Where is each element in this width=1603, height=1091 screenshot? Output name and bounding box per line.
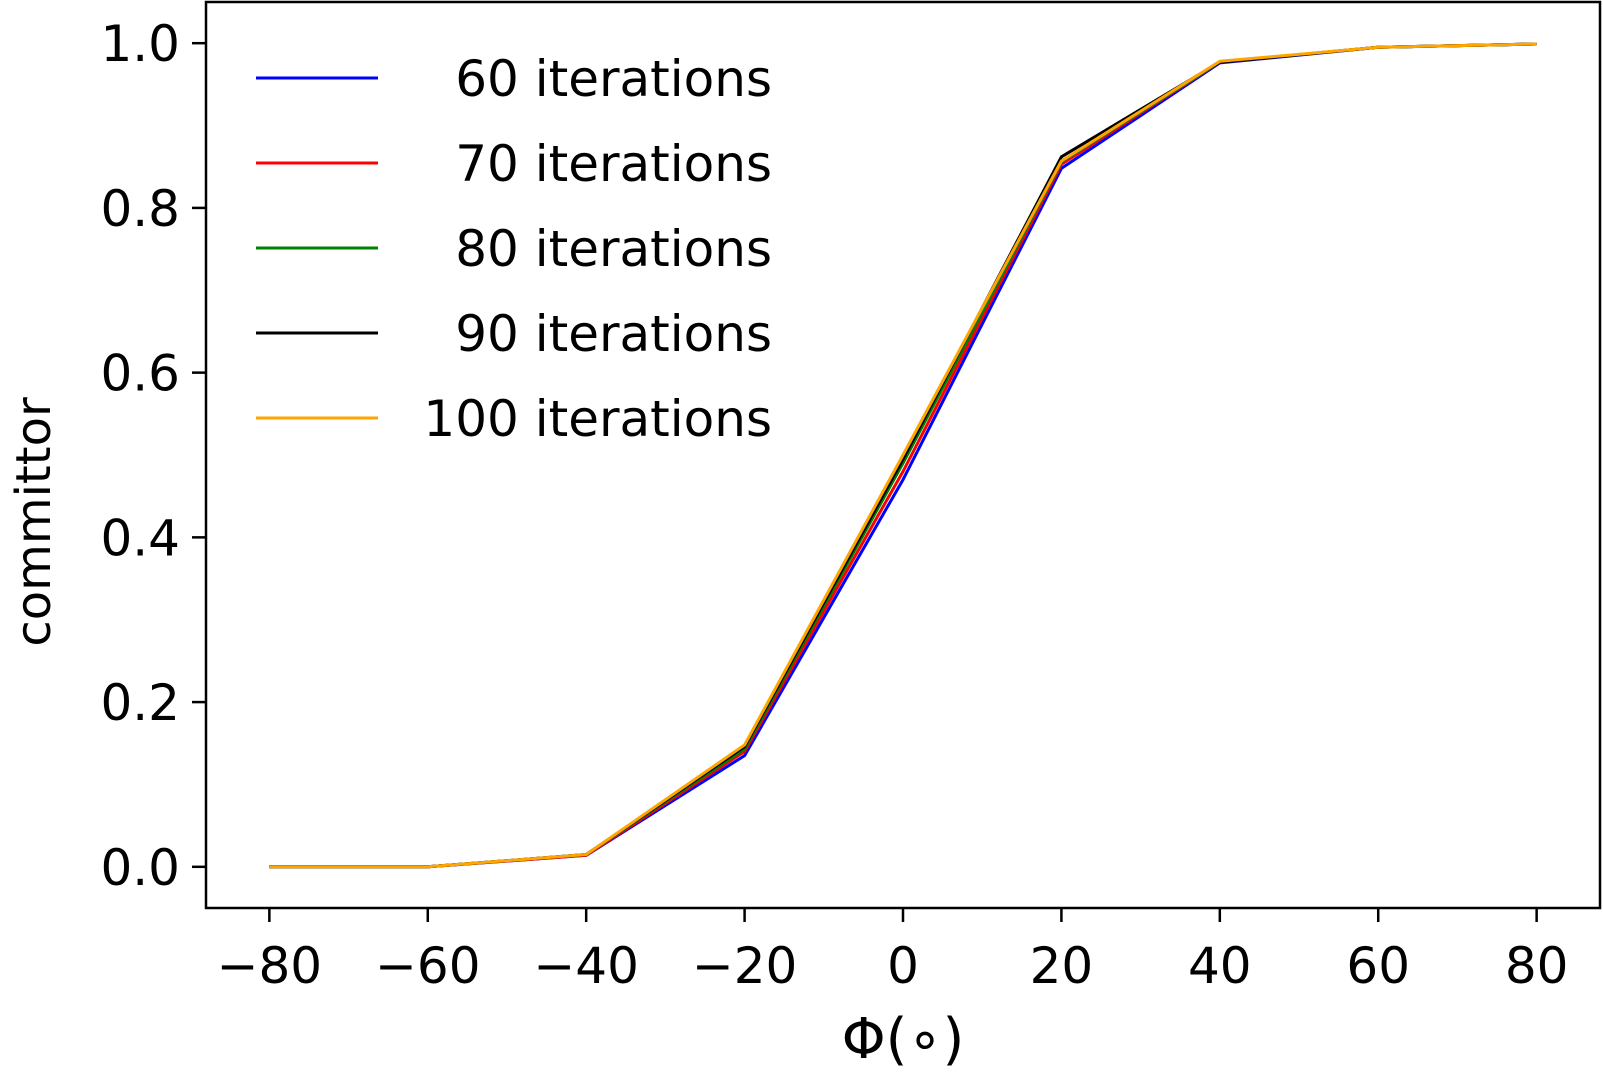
legend-label: 100 iterations: [423, 390, 772, 448]
y-tick-label: 0.4: [100, 509, 180, 567]
y-tick-label: 0.8: [100, 180, 180, 238]
legend-label: 60 iterations: [455, 50, 772, 108]
legend-label: 90 iterations: [455, 305, 772, 363]
series-line-100-iterations: [269, 42, 1537, 869]
legend: 60 iterations 70 iterations 80 iterations 9…: [256, 50, 772, 448]
x-tick-label: −40: [533, 937, 639, 995]
legend-label: 70 iterations: [455, 135, 772, 193]
x-tick-label: −80: [217, 937, 323, 995]
x-tick-label: −60: [375, 937, 481, 995]
y-axis-ticks: 0.0 0.2 0.4 0.6 0.8 1.0: [100, 15, 206, 897]
x-tick-label: 80: [1505, 937, 1569, 995]
x-tick-label: −20: [692, 937, 798, 995]
x-axis-label: Φ(∘): [842, 1007, 965, 1072]
y-axis-label: committor: [6, 397, 62, 647]
x-tick-label: 60: [1346, 937, 1410, 995]
legend-label: 80 iterations: [455, 220, 772, 278]
series-layer: [269, 42, 1537, 869]
y-tick-label: 1.0: [100, 15, 180, 73]
x-tick-label: 0: [887, 937, 919, 995]
y-tick-label: 0.2: [100, 674, 180, 732]
x-tick-label: 40: [1188, 937, 1252, 995]
y-tick-label: 0.0: [100, 839, 180, 897]
x-tick-label: 20: [1030, 937, 1094, 995]
x-axis-ticks: −80 −60 −40 −20 0 20 40 60 80: [217, 908, 1569, 995]
y-tick-label: 0.6: [100, 345, 180, 403]
